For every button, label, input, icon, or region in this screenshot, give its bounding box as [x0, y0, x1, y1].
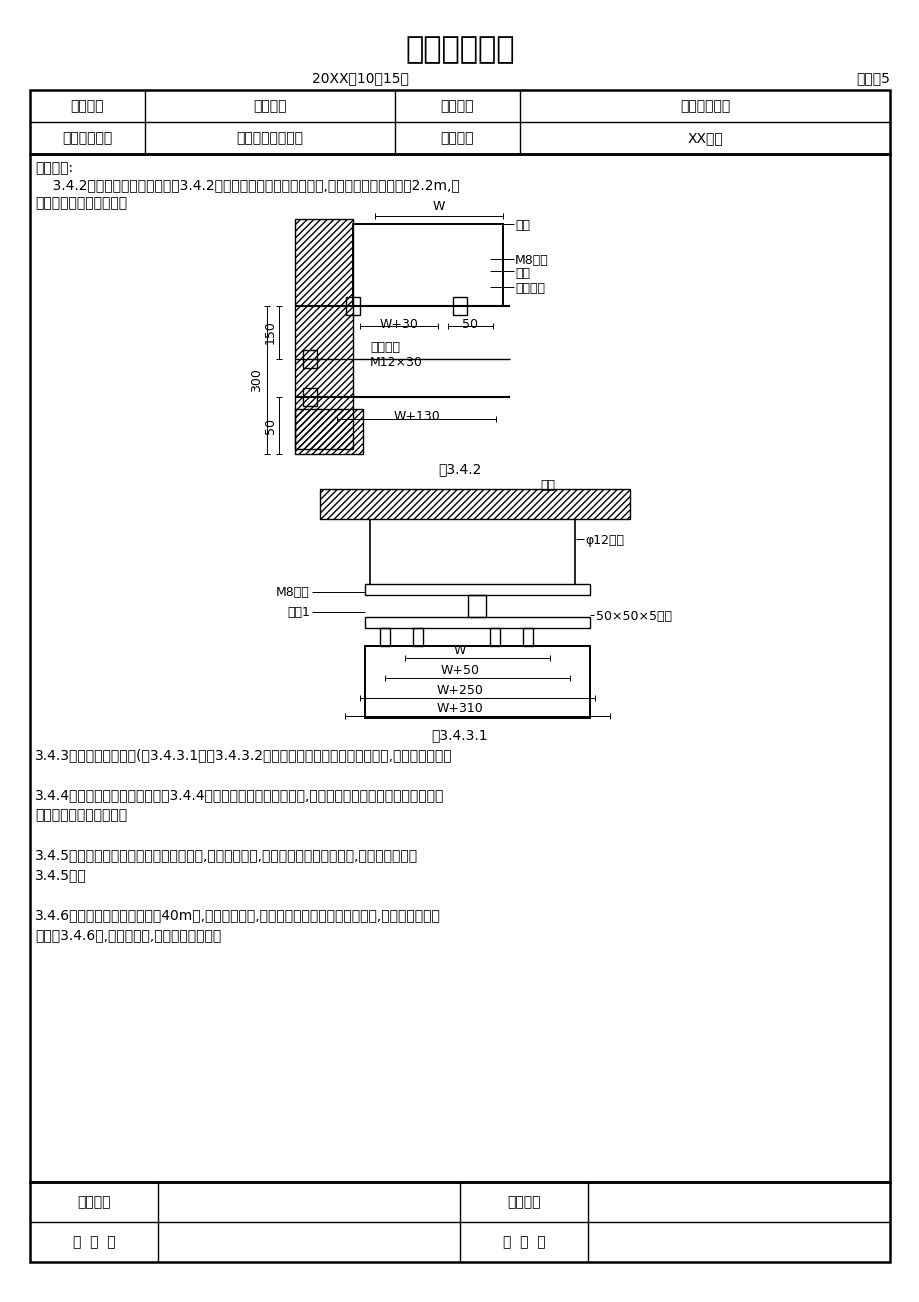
Text: W: W — [453, 643, 466, 656]
Text: 分部工程: 分部工程 — [440, 99, 473, 113]
Bar — [365, 617, 589, 628]
Text: W+50: W+50 — [440, 664, 479, 677]
Bar — [365, 585, 589, 595]
Bar — [320, 490, 630, 519]
Text: 可采用钢管或型钢制作。: 可采用钢管或型钢制作。 — [35, 809, 127, 822]
Text: 3.4.4封闭式母线的落地安装（图3.4.4）。安装高度应按设计要求,设计无要求时应符合规范要求。立柱: 3.4.4封闭式母线的落地安装（图3.4.4）。安装高度应按设计要求,设计无要求… — [35, 788, 444, 802]
Text: 3.4.2母线槽沿墙水平安装（图3.4.2）。安装高度应符合设计要求,无要求时不应距地小于2.2m,母: 3.4.2母线槽沿墙水平安装（图3.4.2）。安装高度应符合设计要求,无要求时不… — [35, 178, 460, 191]
Text: W+130: W+130 — [392, 410, 439, 423]
Text: 交  底  人: 交 底 人 — [73, 1236, 115, 1249]
Text: φ12吊杆: φ12吊杆 — [584, 534, 623, 547]
Text: 交底内容:: 交底内容: — [35, 161, 73, 174]
Text: W+30: W+30 — [380, 318, 418, 331]
Bar — [353, 224, 503, 306]
Text: 封闭插接母线安装: 封闭插接母线安装 — [236, 132, 303, 145]
Text: 母线: 母线 — [515, 219, 529, 232]
Bar — [380, 628, 390, 646]
Bar — [468, 595, 485, 617]
Text: W+310: W+310 — [437, 702, 482, 715]
Bar — [365, 646, 589, 717]
Bar — [346, 297, 359, 315]
Text: 50×50×5角钢: 50×50×5角钢 — [596, 611, 671, 622]
Text: 50: 50 — [462, 318, 478, 331]
Bar — [30, 1182, 889, 1262]
Text: 接  收  人: 接 收 人 — [502, 1236, 545, 1249]
Bar — [522, 628, 532, 646]
Text: 20XX年10月15日: 20XX年10月15日 — [312, 72, 408, 85]
Bar — [452, 297, 467, 315]
Text: 50: 50 — [264, 418, 277, 434]
Text: 施（图3.4.6）,设备定货时,应提出此项要求。: 施（图3.4.6）,设备定货时,应提出此项要求。 — [35, 928, 221, 943]
Text: M8螺栓: M8螺栓 — [515, 254, 548, 267]
Text: W+250: W+250 — [437, 684, 482, 697]
Bar — [295, 219, 353, 449]
Text: 图3.4.2: 图3.4.2 — [437, 462, 482, 477]
Bar — [30, 90, 889, 154]
Text: 工程名称: 工程名称 — [71, 99, 104, 113]
Text: 3.4.6封闭式母线敷设长度超过40m时,应设置伸缩节,跨越建筑物的伸缩缝或沉降缝处,宜采取适应的措: 3.4.6封闭式母线敷设长度超过40m时,应设置伸缩节,跨越建筑物的伸缩缝或沉降… — [35, 907, 440, 922]
Text: 建筑电气工程: 建筑电气工程 — [679, 99, 730, 113]
Text: 节能大厦: 节能大厦 — [253, 99, 287, 113]
Text: 压板: 压板 — [515, 267, 529, 280]
Text: 分项工程名称: 分项工程名称 — [62, 132, 112, 145]
Text: 角钢支架: 角钢支架 — [515, 283, 544, 296]
Text: 技术交底记录: 技术交底记录 — [404, 35, 515, 65]
Text: W: W — [432, 199, 445, 212]
Text: 母线: 母线 — [539, 479, 554, 492]
Text: XX集团: XX集团 — [686, 132, 722, 145]
Text: 150: 150 — [264, 320, 277, 345]
Text: 线应可靠固定在支架上。: 线应可靠固定在支架上。 — [35, 197, 127, 210]
Text: M12×30: M12×30 — [369, 355, 423, 368]
Bar — [295, 219, 353, 449]
Bar — [295, 409, 363, 454]
Text: 接收单位: 接收单位 — [506, 1195, 540, 1210]
Bar — [320, 490, 630, 519]
Text: 压板1: 压板1 — [287, 605, 310, 618]
Bar — [30, 154, 889, 1182]
Bar — [490, 628, 499, 646]
Text: 施管表5: 施管表5 — [856, 72, 889, 85]
Text: 图3.4.3.1: 图3.4.3.1 — [431, 728, 488, 742]
Text: 膨胀螺栓: 膨胀螺栓 — [369, 341, 400, 354]
Text: 施工单位: 施工单位 — [440, 132, 473, 145]
Text: 300: 300 — [250, 368, 263, 392]
Bar — [302, 388, 317, 406]
Bar — [302, 350, 317, 368]
Text: 交底单位: 交底单位 — [77, 1195, 110, 1210]
Text: 3.4.5）。: 3.4.5）。 — [35, 868, 86, 881]
Bar — [413, 628, 423, 646]
Bar — [295, 409, 363, 454]
Text: 3.4.5封闭式母线垂直安装。沿墙或柱子处,应做固定支架,过楼板处应加装防震装置,并做防水台（图: 3.4.5封闭式母线垂直安装。沿墙或柱子处,应做固定支架,过楼板处应加装防震装置… — [35, 848, 417, 862]
Text: 3.4.3母线槽悬挂吊装。(图3.4.3.1、图3.4.3.2）吊杆直径应与母线槽重量相适应,螺母应能调节。: 3.4.3母线槽悬挂吊装。(图3.4.3.1、图3.4.3.2）吊杆直径应与母线… — [35, 749, 452, 762]
Text: M8螺栓: M8螺栓 — [276, 586, 310, 599]
